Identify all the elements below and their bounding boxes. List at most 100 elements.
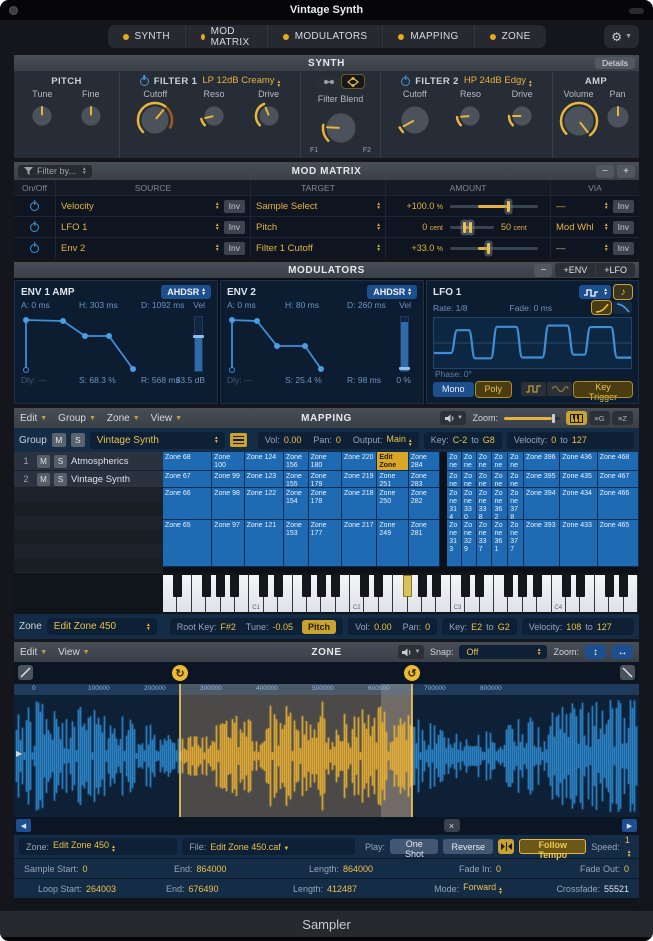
- details-button[interactable]: Details: [595, 57, 635, 69]
- zone-cell[interactable]: Zone 249: [377, 520, 409, 567]
- env2-velocity-slider[interactable]: [399, 316, 410, 372]
- lfo-rate[interactable]: Rate: 1/8: [433, 302, 468, 313]
- env1-attack[interactable]: A: 0 ms: [21, 300, 50, 310]
- mod1-source-inv-button[interactable]: Inv: [223, 199, 245, 213]
- zone-cell[interactable]: Zone 433: [560, 520, 598, 567]
- piano-key-black[interactable]: [230, 575, 240, 597]
- zone-vol-value[interactable]: 0.00: [374, 621, 392, 632]
- zone-cell[interactable]: Zone 361: [492, 520, 509, 567]
- env1-release[interactable]: R: 568 ms: [141, 375, 180, 385]
- key-tr[interactable]: Key Trigger: [573, 380, 633, 402]
- piano-key-black[interactable]: [532, 575, 542, 597]
- zone-cell[interactable]: Zone 393: [523, 520, 561, 567]
- tune-value[interactable]: -0.05: [272, 621, 294, 632]
- piano-key-black[interactable]: [360, 575, 369, 597]
- filter-parallel-toggle[interactable]: [340, 74, 365, 89]
- mod2-source-inv-button[interactable]: Inv: [223, 220, 245, 234]
- zone-cell[interactable]: Zone 396: [523, 452, 561, 471]
- zone-key-high[interactable]: G2: [497, 621, 510, 632]
- piano-key-black[interactable]: [316, 575, 326, 597]
- mod2-target-select[interactable]: Pitch ▴ ▾: [256, 221, 380, 233]
- mod1-source-select[interactable]: Velocity ▴ ▾: [61, 200, 219, 212]
- loop-start-value[interactable]: 264003: [86, 883, 117, 894]
- mod1-amount-value[interactable]: +100.0 %: [406, 201, 443, 211]
- group-vel-low[interactable]: 0: [551, 435, 557, 445]
- zone-view-button[interactable]: ≡Z: [612, 411, 633, 425]
- fade-in-handle[interactable]: [18, 665, 33, 680]
- filter1-reso-knob[interactable]: [199, 101, 229, 131]
- zone-cell[interactable]: Zone 65: [163, 520, 213, 567]
- loop-length-value[interactable]: 412487: [327, 883, 358, 894]
- env2-mode-select[interactable]: AHDSR ▴ ▾: [367, 285, 417, 299]
- mod1-power-icon[interactable]: [30, 201, 39, 211]
- piano-key-black[interactable]: [302, 575, 312, 597]
- piano-key-black[interactable]: [417, 575, 427, 597]
- zone-cell[interactable]: Zone…: [476, 452, 493, 471]
- group-solo-button[interactable]: S: [70, 433, 85, 447]
- zone-cell[interactable]: Zone…: [508, 471, 524, 488]
- mod3-source-inv-button[interactable]: Inv: [223, 241, 245, 255]
- zone-cell[interactable]: Zone…: [508, 452, 524, 471]
- piano-key-black[interactable]: [575, 575, 585, 597]
- zone-cell[interactable]: Zone 153: [283, 520, 309, 567]
- loop-end-marker[interactable]: ↺: [404, 665, 420, 681]
- env2-decay[interactable]: D: 260 ms: [347, 300, 386, 310]
- env2-attack[interactable]: A: 0 ms: [227, 300, 256, 310]
- mod1-via-select[interactable]: — ▴ ▾: [556, 200, 608, 212]
- piano-key-black[interactable]: [619, 575, 629, 597]
- zone-cell[interactable]: Zone 156: [283, 452, 309, 471]
- scroll-right-button[interactable]: ▶: [622, 819, 637, 832]
- zone-cell[interactable]: Zone…: [461, 452, 477, 471]
- filter-serial-toggle[interactable]: [317, 75, 340, 88]
- zone-cell[interactable]: Zone 97: [212, 520, 245, 567]
- lfo-phase[interactable]: Phase: 0°: [435, 369, 472, 379]
- piano-key-black[interactable]: [460, 575, 470, 597]
- tab-modulators[interactable]: MODULATORS: [268, 25, 384, 48]
- env1-sustain[interactable]: S: 68.3 %: [79, 375, 116, 385]
- settings-button[interactable]: ⚙ ▼: [604, 25, 639, 48]
- remove-modulator-button[interactable]: −: [534, 263, 553, 277]
- env1-decay[interactable]: D: 1092 ms: [141, 300, 185, 310]
- tab-mod-matrix[interactable]: MOD MATRIX: [186, 25, 268, 48]
- volume-knob[interactable]: [559, 101, 599, 141]
- lfo-fade[interactable]: Fade: 0 ms: [509, 302, 553, 313]
- group-mute-button[interactable]: M: [51, 433, 66, 447]
- menu-group[interactable]: Group ▼: [58, 412, 96, 424]
- piano-key-black[interactable]: [331, 575, 341, 597]
- zone-cell[interactable]: Zone 284: [408, 452, 441, 471]
- piano-key-black-rootkey[interactable]: [403, 575, 413, 597]
- sample-length-value[interactable]: 864000: [343, 863, 374, 874]
- filter2-cutoff-knob[interactable]: [396, 101, 434, 139]
- speed-select[interactable]: 1 ▴ ▾: [624, 835, 631, 859]
- group-row-mute-button[interactable]: M: [37, 454, 50, 468]
- zone-cell[interactable]: Zone 66: [163, 488, 213, 520]
- fade-out-handle[interactable]: [620, 665, 635, 680]
- env2-graph[interactable]: [227, 313, 417, 375]
- add-env-button[interactable]: +ENV: [555, 265, 597, 275]
- mod2-source-select[interactable]: LFO 1 ▴ ▾: [61, 221, 219, 233]
- menu-edit[interactable]: Edit ▼: [20, 412, 48, 424]
- loop-start-marker[interactable]: ↻: [172, 665, 188, 681]
- add-lfo-button[interactable]: +LFO: [604, 265, 627, 275]
- fade-out-value[interactable]: 0: [623, 863, 629, 874]
- zone-cell[interactable]: Zone 467: [597, 471, 639, 488]
- waveform-area[interactable]: 0 100000 200000 300000 400000 500000 600000 700…: [14, 684, 639, 817]
- root-key-value[interactable]: F#2: [220, 621, 236, 632]
- group-key-high[interactable]: G8: [482, 435, 495, 445]
- zone-cell[interactable]: Zone 124: [244, 452, 284, 471]
- zone-cell[interactable]: Zone 67: [163, 471, 213, 488]
- zone-cell[interactable]: Zone 377: [508, 520, 524, 567]
- mod1-amount-slider[interactable]: [450, 200, 538, 212]
- zone-cell[interactable]: Zone 217: [342, 520, 378, 567]
- mod2-power-icon[interactable]: [30, 222, 39, 232]
- preview-speaker-button[interactable]: ▼: [440, 411, 467, 425]
- one-shot-button[interactable]: One Shot: [390, 839, 439, 859]
- filter2-power-icon[interactable]: [401, 77, 411, 86]
- piano-key-black[interactable]: [374, 575, 384, 597]
- zone-name-select[interactable]: Edit Zone 450 ▴ ▾: [46, 618, 157, 635]
- zone-cell[interactable]: Zone 466: [597, 488, 639, 520]
- group-pan-value[interactable]: 0: [335, 435, 341, 445]
- piano-key-black[interactable]: [259, 575, 269, 597]
- zone-cell[interactable]: Zone…: [447, 471, 462, 488]
- loop-end-line[interactable]: [411, 684, 413, 817]
